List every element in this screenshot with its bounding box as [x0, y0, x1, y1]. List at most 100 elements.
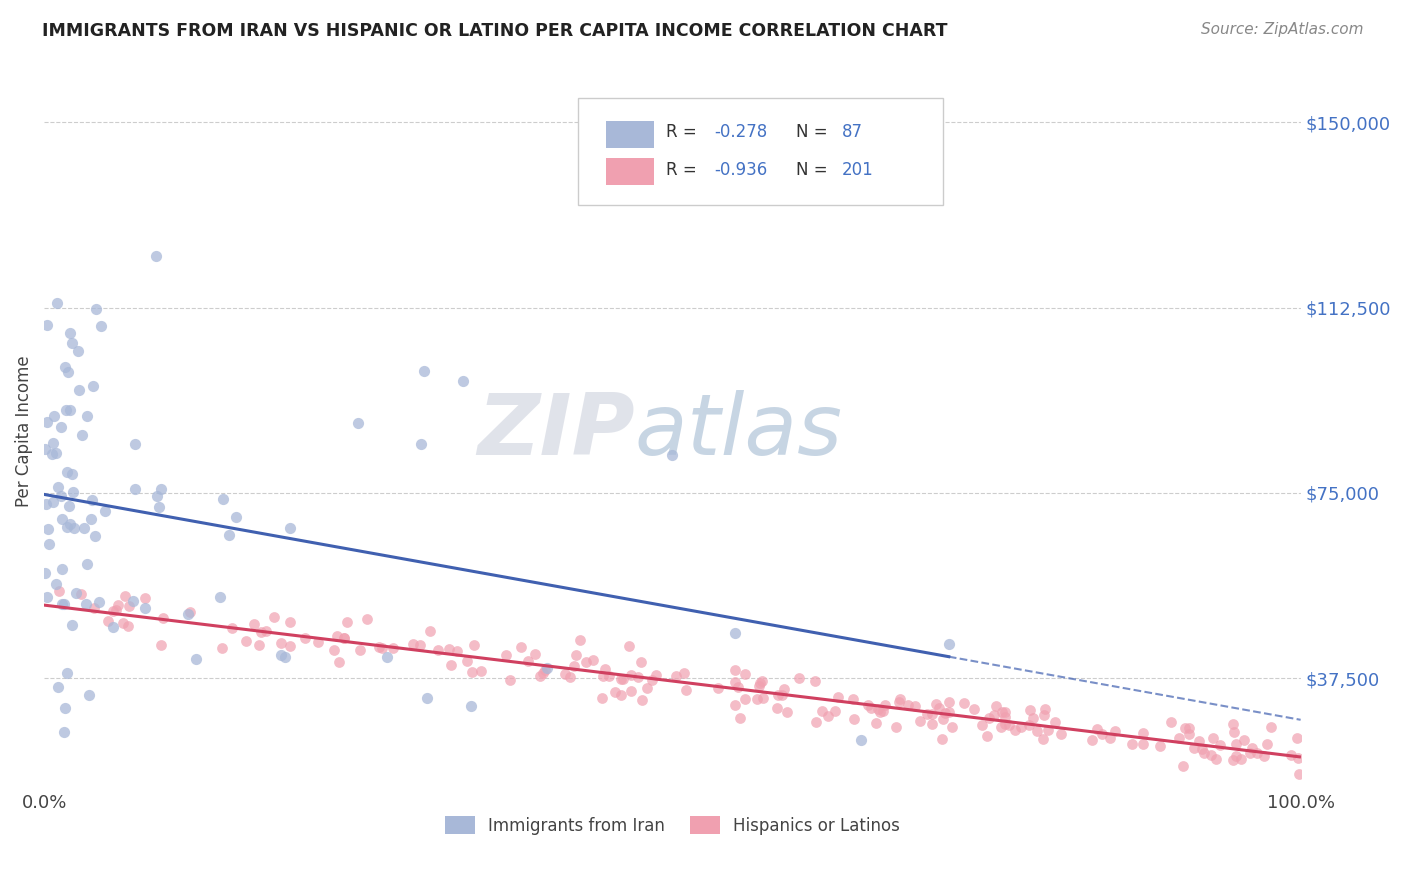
Bar — [606, 121, 654, 148]
Point — [1178, 727, 1201, 741]
Point — [609, 673, 631, 687]
Point — [953, 696, 976, 710]
Point — [1260, 720, 1282, 734]
Point — [499, 673, 522, 687]
Point — [921, 717, 943, 731]
Point — [34, 442, 56, 457]
Point — [146, 489, 169, 503]
Point — [48, 584, 70, 599]
Point — [212, 492, 235, 507]
Point — [58, 499, 80, 513]
Point — [101, 620, 124, 634]
Point — [1202, 731, 1225, 746]
Point — [1240, 741, 1263, 756]
Point — [416, 691, 439, 706]
Point — [307, 635, 329, 649]
Point — [1191, 742, 1213, 756]
Point — [402, 637, 425, 651]
Point — [787, 671, 810, 685]
Point — [887, 695, 910, 709]
Point — [45, 296, 67, 310]
Text: -0.936: -0.936 — [714, 161, 768, 178]
Point — [1187, 734, 1209, 748]
Point — [612, 673, 634, 687]
Point — [145, 249, 167, 263]
Point — [908, 714, 931, 728]
Point — [84, 528, 107, 542]
Point — [49, 420, 72, 434]
Point — [751, 673, 773, 688]
Point — [70, 428, 93, 442]
Point — [770, 688, 793, 702]
Point — [67, 383, 90, 397]
Point — [766, 688, 789, 702]
Point — [323, 642, 346, 657]
Point — [37, 522, 59, 536]
Y-axis label: Per Capita Income: Per Capita Income — [15, 355, 32, 507]
Point — [1081, 733, 1104, 747]
Point — [211, 641, 233, 656]
Text: R =: R = — [666, 161, 702, 178]
Point — [381, 640, 404, 655]
Point — [748, 679, 770, 693]
Point — [209, 590, 232, 604]
Point — [1087, 722, 1109, 736]
Point — [875, 698, 897, 712]
Point — [1288, 767, 1310, 781]
Point — [463, 639, 485, 653]
Point — [1253, 748, 1275, 763]
FancyBboxPatch shape — [578, 98, 942, 205]
Point — [1036, 723, 1059, 738]
Point — [37, 318, 59, 332]
Point — [962, 702, 984, 716]
Point — [1045, 715, 1067, 730]
Point — [1209, 739, 1232, 753]
Point — [107, 598, 129, 612]
Point — [938, 695, 960, 709]
Point — [51, 562, 73, 576]
Point — [332, 632, 354, 646]
Point — [46, 480, 69, 494]
Point — [148, 500, 170, 514]
Point — [38, 537, 60, 551]
Point — [1225, 749, 1247, 764]
Point — [470, 664, 492, 678]
Point — [661, 448, 683, 462]
Point — [59, 326, 82, 341]
Point — [247, 638, 270, 652]
Point — [58, 402, 80, 417]
Point — [748, 675, 770, 690]
Point — [665, 669, 688, 683]
Point — [842, 712, 865, 726]
Point — [278, 521, 301, 535]
Bar — [606, 158, 654, 186]
Point — [76, 409, 98, 423]
Point — [122, 593, 145, 607]
Point — [1019, 703, 1042, 717]
Point — [124, 482, 146, 496]
Legend: Immigrants from Iran, Hispanics or Latinos: Immigrants from Iran, Hispanics or Latin… — [444, 816, 900, 835]
Point — [582, 652, 605, 666]
Point — [243, 617, 266, 632]
Point — [105, 602, 128, 616]
Point — [177, 607, 200, 621]
Point — [534, 663, 557, 677]
Point — [1230, 752, 1253, 766]
Text: N =: N = — [796, 161, 832, 178]
Point — [1174, 721, 1197, 735]
Point — [409, 437, 432, 451]
Point — [1233, 733, 1256, 747]
Point — [869, 706, 891, 720]
Point — [976, 729, 998, 743]
Point — [370, 640, 392, 655]
Point — [724, 674, 747, 689]
Point — [347, 416, 370, 430]
Point — [707, 681, 730, 695]
Text: 201: 201 — [842, 161, 873, 178]
Point — [35, 497, 58, 511]
Point — [94, 504, 117, 518]
Text: IMMIGRANTS FROM IRAN VS HISPANIC OR LATINO PER CAPITA INCOME CORRELATION CHART: IMMIGRANTS FROM IRAN VS HISPANIC OR LATI… — [42, 22, 948, 40]
Point — [413, 364, 436, 378]
Point — [45, 446, 67, 460]
Point — [56, 520, 79, 534]
